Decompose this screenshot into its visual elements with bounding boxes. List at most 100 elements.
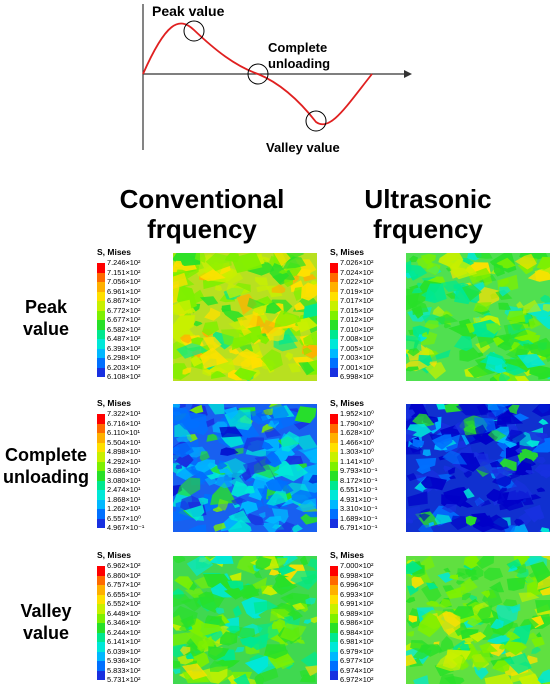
grain-cell [224, 587, 244, 600]
grain-cell [198, 497, 209, 506]
grain-cell [199, 296, 219, 306]
grain-cell [531, 437, 550, 453]
grain-cell [467, 362, 496, 378]
grain-cell [271, 508, 289, 524]
grain-cell [253, 601, 279, 614]
legend-tick-label: 6.557×10⁰ [107, 513, 141, 523]
grain-cell [214, 285, 223, 292]
grain-cell [210, 482, 237, 505]
grain-cell [514, 518, 525, 527]
grain-cell [515, 447, 523, 454]
grain-cell [284, 279, 293, 288]
legend-swatch [97, 320, 105, 330]
legend-tick-label: 5.936×10² [107, 656, 141, 665]
grain-cell [193, 320, 203, 327]
legend-tick-label: 6.981×10² [340, 637, 374, 646]
grain-cell [223, 406, 239, 420]
legend-swatch [330, 613, 338, 623]
grain-cell [492, 659, 511, 673]
grain-cell [274, 310, 301, 328]
grain-cell [173, 363, 190, 380]
grain-cell [255, 277, 268, 286]
grain-cell [298, 362, 315, 376]
grain-cell [473, 302, 492, 313]
grain-cell [173, 660, 181, 668]
grain-cell [285, 455, 304, 465]
grain-cell [499, 286, 511, 297]
legend-tick-label: 6.791×10⁻¹ [340, 523, 378, 532]
contour-panel-valley-conv: S, Mises 6.962×10² 6.860×10² 6.757×10² 6.655… [97, 550, 317, 690]
grain-cell [536, 456, 546, 464]
grain-cell [265, 325, 285, 342]
grain-cell [264, 427, 282, 438]
grain-cell [505, 429, 527, 444]
legend-swatch [97, 518, 105, 528]
grain-cell [258, 511, 266, 519]
contour-panel-peak-ultra: S, Mises 7.026×10² 7.024×10² 7.022×10² 7.019… [330, 247, 550, 387]
grain-cell [242, 460, 266, 476]
grain-cell [411, 305, 424, 319]
grain-cell [535, 315, 550, 330]
unloading-marker [247, 63, 269, 85]
legend-tick-label: 6.108×10² [107, 372, 141, 381]
grain-cell [502, 599, 518, 612]
legend-swatch [330, 423, 338, 433]
grain-cell [271, 621, 283, 630]
legend-tick-label: 7.005×10² [340, 343, 374, 353]
grain-cell [516, 301, 525, 309]
grain-cell [269, 263, 290, 285]
grain-cell [173, 632, 194, 648]
grain-cell [460, 577, 478, 596]
legend-tick-label: 1.790×10⁰ [340, 418, 374, 428]
grain-cell [254, 455, 272, 467]
grain-cell [173, 272, 188, 289]
legend-tick-label: 9.793×10⁻¹ [340, 466, 378, 475]
legend-tick-label: 6.449×10² [107, 608, 141, 618]
grain-cell [524, 504, 543, 523]
grain-cell [173, 510, 194, 522]
grain-cell [406, 608, 432, 629]
loading-cycle-schematic: Peak value Complete unloading Valley val… [142, 3, 412, 155]
grain-cell [542, 304, 550, 312]
grain-cell [305, 597, 316, 605]
legend-swatch [330, 348, 338, 358]
grain-cell [199, 451, 210, 462]
row-label-valley: Valley value [20, 601, 72, 643]
grain-cell [531, 646, 541, 654]
stress-contour-map [173, 253, 317, 381]
legend-swatch [97, 358, 105, 368]
grain-cell [185, 465, 198, 476]
grain-cell [209, 660, 229, 672]
grain-cell [174, 453, 194, 468]
grain-cell [529, 364, 550, 379]
grain-cell [450, 515, 468, 530]
panel-title: S, Mises [97, 398, 132, 408]
grain-cell [173, 556, 186, 564]
legend-swatch [97, 471, 105, 481]
legend-swatch [330, 282, 338, 292]
legend-tick-label: 7.246×10² [107, 258, 141, 267]
legend-swatch [330, 433, 338, 443]
grain-cell [443, 323, 451, 329]
grain-cell [518, 592, 540, 603]
grain-cell [217, 498, 229, 511]
legend-swatch [97, 348, 105, 358]
grain-cell [234, 367, 257, 381]
grain-cell [453, 621, 469, 637]
grain-cell [439, 598, 453, 609]
grain-cell [535, 599, 550, 614]
grain-cell [520, 457, 537, 469]
grain-cell [243, 593, 254, 600]
grain-cell [429, 361, 437, 368]
legend-tick-label: 6.110×10¹ [107, 428, 140, 437]
grain-cell [436, 610, 461, 636]
grain-cell [514, 375, 530, 381]
grain-cell [406, 293, 420, 311]
legend-swatch [97, 509, 105, 519]
grain-cell [406, 366, 419, 372]
legend-tick-label: 6.393×10² [107, 343, 141, 353]
stress-contour-map [406, 556, 550, 684]
stress-contour-map [173, 404, 317, 532]
legend-tick-label: 1.628×10⁰ [340, 428, 374, 437]
grain-cell [295, 317, 317, 333]
